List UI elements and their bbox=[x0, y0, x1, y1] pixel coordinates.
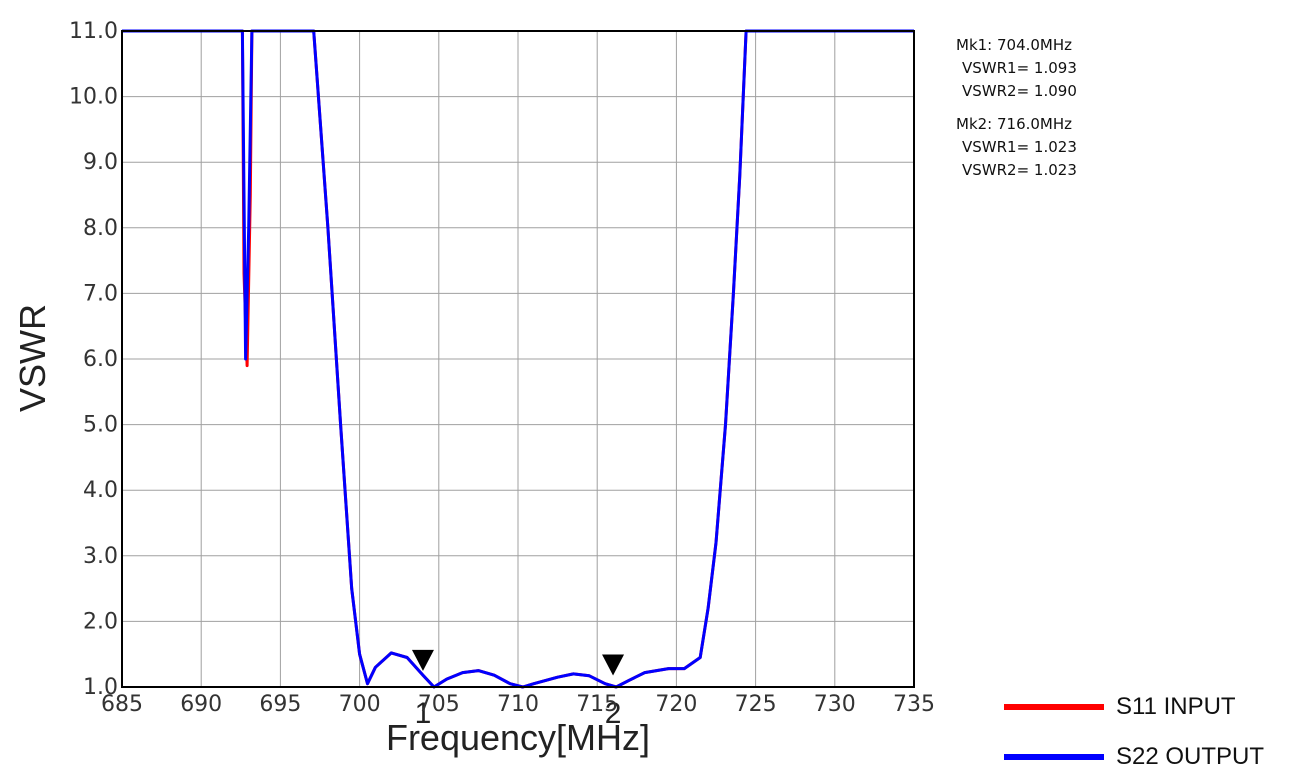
x-tick-label-0: 685 bbox=[101, 692, 143, 717]
x-tick-label-10: 735 bbox=[893, 692, 935, 717]
x-tick-label-6: 715 bbox=[576, 692, 618, 717]
legend-swatch-s11 bbox=[1004, 704, 1104, 710]
marker-2-readout: Mk2: 716.0MHz VSWR1= 1.023 VSWR2= 1.023 bbox=[956, 113, 1077, 182]
marker-1-label: 1 bbox=[415, 697, 432, 730]
y-tick-label-10: 11.0 bbox=[69, 19, 118, 44]
y-tick-label-2: 3.0 bbox=[83, 544, 118, 569]
marker-1-title: Mk1: 704.0MHz bbox=[956, 36, 1073, 54]
x-tick-label-8: 725 bbox=[735, 692, 777, 717]
y-tick-label-1: 2.0 bbox=[83, 609, 118, 634]
legend-item-s22: S22 OUTPUT bbox=[1004, 732, 1264, 782]
y-axis-label: VSWR bbox=[12, 304, 53, 412]
marker-2-title: Mk2: 716.0MHz bbox=[956, 115, 1073, 133]
y-axis-ticks: 1.0 2.0 3.0 4.0 5.0 6.0 7.0 8.0 9.0 10.0 11.0 bbox=[69, 19, 118, 700]
marker-2-label: 2 bbox=[605, 697, 622, 730]
legend-item-s11: S11 INPUT bbox=[1004, 682, 1264, 732]
marker-2-triangle bbox=[602, 654, 625, 676]
x-tick-label-3: 700 bbox=[339, 692, 381, 717]
chart-legend: S11 INPUT S22 OUTPUT bbox=[1004, 682, 1264, 782]
marker-2-vswr1: VSWR1= 1.023 bbox=[962, 138, 1077, 156]
legend-swatch-s22 bbox=[1004, 754, 1104, 760]
y-tick-label-0: 1.0 bbox=[83, 675, 118, 700]
y-tick-label-9: 10.0 bbox=[69, 85, 118, 110]
y-tick-label-6: 7.0 bbox=[83, 281, 118, 306]
x-tick-label-7: 720 bbox=[655, 692, 697, 717]
x-axis-label: Frequency[MHz] bbox=[386, 717, 650, 758]
x-tick-label-1: 690 bbox=[180, 692, 222, 717]
x-axis-ticks: 685 690 695 700 705 710 715 720 725 730 735 bbox=[101, 692, 935, 717]
marker-2-vswr2: VSWR2= 1.023 bbox=[962, 161, 1077, 179]
plot-frame bbox=[121, 30, 915, 688]
y-tick-label-8: 9.0 bbox=[83, 150, 118, 175]
marker-readout: Mk1: 704.0MHz VSWR1= 1.093 VSWR2= 1.090 … bbox=[956, 34, 1077, 182]
marker-1-triangle bbox=[411, 649, 434, 671]
chart-grid bbox=[121, 30, 915, 688]
x-tick-label-9: 730 bbox=[814, 692, 856, 717]
marker-1-vswr1: VSWR1= 1.093 bbox=[962, 59, 1077, 77]
y-tick-label-5: 6.0 bbox=[83, 347, 118, 372]
x-tick-label-5: 710 bbox=[497, 692, 539, 717]
y-tick-label-3: 4.0 bbox=[83, 478, 118, 503]
marker-1-vswr2: VSWR2= 1.090 bbox=[962, 82, 1077, 100]
y-tick-label-4: 5.0 bbox=[83, 413, 118, 438]
legend-label-s11: S11 INPUT bbox=[1116, 693, 1236, 720]
x-tick-label-2: 695 bbox=[259, 692, 301, 717]
chart-series bbox=[122, 29, 914, 689]
marker-1-readout: Mk1: 704.0MHz VSWR1= 1.093 VSWR2= 1.090 bbox=[956, 34, 1077, 103]
y-tick-label-7: 8.0 bbox=[83, 216, 118, 241]
x-tick-label-4: 705 bbox=[418, 692, 460, 717]
series-line-s22 bbox=[122, 29, 914, 689]
legend-label-s22: S22 OUTPUT bbox=[1116, 743, 1265, 770]
